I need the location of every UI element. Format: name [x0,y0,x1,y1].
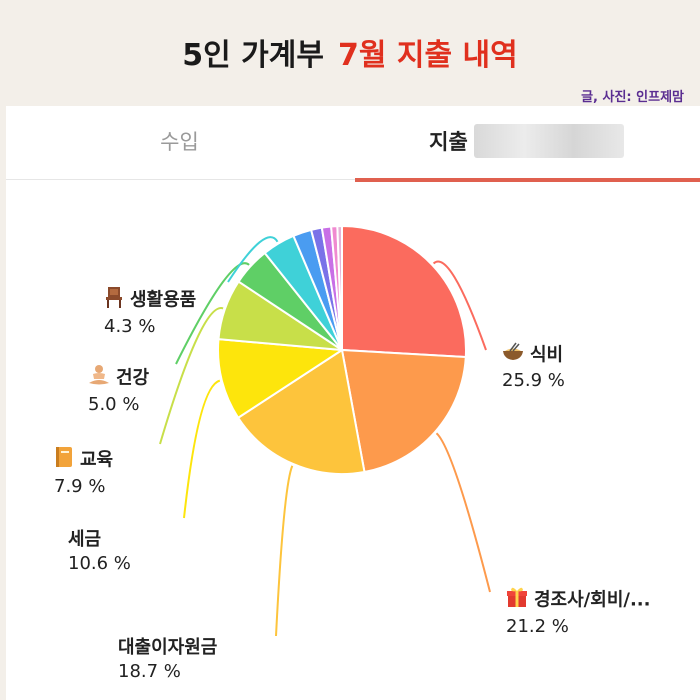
chair-icon [104,286,124,315]
pie-slice-1 [340,348,467,474]
gift-icon [506,586,528,615]
pie-slice-minor-11 [336,224,343,351]
label-events: 경조사/회비/... 21.2 % [506,586,650,639]
label-events-name: 경조사/회비/... [534,589,651,611]
label-tax: 세금 10.6 % [68,528,131,576]
label-food: 식비 25.9 % [502,342,565,393]
tab-bar: 수입 지출 [6,106,700,182]
label-tax-pct: 10.6 % [68,553,131,574]
label-education-name: 교육 [80,449,114,471]
page-title: 5인 가계부 7월 지출 내역 [0,30,700,74]
label-education-pct: 7.9 % [54,476,106,497]
leader-line-6 [227,236,279,283]
label-loan: 대출이자원금 18.7 % [118,636,217,684]
tab-expense[interactable]: 지출 [353,106,700,176]
leader-line-3 [183,379,221,519]
label-events-pct: 21.2 % [506,616,569,637]
label-health: 건강 5.0 % [88,364,149,417]
expense-pie-chart [159,224,491,637]
tab-divider [6,179,700,180]
blurred-amount [473,124,624,158]
label-health-pct: 5.0 % [88,394,140,415]
budget-panel: 수입 지출 식비 25.9 % 경조사/회비/... 21.2 % 대출이자원금… [6,106,700,700]
label-education: 교육 7.9 % [54,446,113,499]
tab-income-label: 수입 [160,130,199,154]
book-icon [54,446,74,475]
title-family-budget: 5인 가계부 [182,38,324,73]
pie-slice-2 [236,348,366,475]
label-food-name: 식비 [530,344,564,366]
label-supplies: 생활용품 4.3 % [104,286,196,339]
label-tax-name: 세금 [68,529,102,550]
label-food-pct: 25.9 % [502,370,565,391]
tab-income[interactable]: 수입 [6,106,353,176]
credit-text: 글, 사진: 인프제맘 [581,90,684,105]
label-health-name: 건강 [116,367,150,389]
label-supplies-name: 생활용품 [130,289,197,311]
title-month-expense: 7월 지출 내역 [337,38,518,73]
label-loan-pct: 18.7 % [118,661,181,682]
label-supplies-pct: 4.3 % [104,316,156,337]
leader-line-4 [159,307,224,445]
label-loan-name: 대출이자원금 [118,637,218,658]
active-tab-indicator [355,178,700,182]
meditation-icon [88,364,110,393]
pie-slice-3 [217,338,345,420]
noodle-bowl-icon [502,342,524,369]
leader-line-1 [435,432,491,593]
tab-expense-label: 지출 [429,130,468,154]
leader-line-0 [432,260,487,351]
leader-line-5 [175,262,250,365]
leader-line-2 [275,465,294,637]
pie-slice-0 [341,224,467,359]
